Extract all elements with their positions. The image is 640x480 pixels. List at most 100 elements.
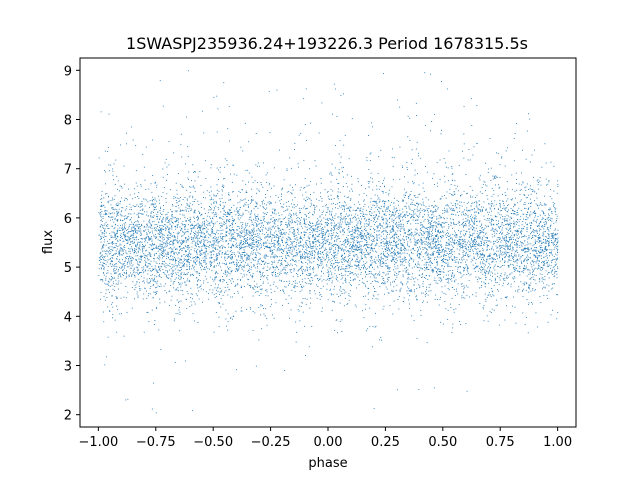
data-point xyxy=(374,217,376,218)
data-point xyxy=(315,241,317,243)
data-point xyxy=(269,251,271,252)
data-point xyxy=(292,256,294,258)
data-point xyxy=(129,235,131,237)
data-point xyxy=(521,242,523,244)
data-point xyxy=(268,242,270,244)
data-point xyxy=(250,211,252,213)
data-point xyxy=(444,195,445,196)
data-point xyxy=(105,289,107,291)
data-point xyxy=(105,236,107,237)
data-point xyxy=(352,190,353,192)
data-point xyxy=(264,242,266,244)
data-point xyxy=(414,241,416,243)
data-point xyxy=(452,173,454,174)
data-point xyxy=(341,331,343,332)
data-point xyxy=(504,280,506,281)
data-point xyxy=(125,198,127,199)
data-point xyxy=(306,196,308,198)
data-point xyxy=(516,268,517,269)
data-point xyxy=(254,219,256,221)
data-point xyxy=(229,262,231,264)
data-point xyxy=(432,254,434,256)
data-point xyxy=(451,207,453,209)
data-point xyxy=(286,209,288,211)
data-point xyxy=(160,245,162,247)
data-point xyxy=(556,220,557,221)
data-point xyxy=(100,212,102,213)
data-point xyxy=(339,230,341,232)
data-point xyxy=(542,279,544,280)
data-point xyxy=(532,303,533,305)
data-point xyxy=(385,243,387,245)
data-point xyxy=(149,252,151,254)
data-point xyxy=(207,212,209,214)
data-point xyxy=(296,239,298,241)
data-point xyxy=(376,230,378,232)
data-point xyxy=(395,262,397,264)
data-point xyxy=(140,185,142,187)
data-point xyxy=(204,228,206,230)
data-point xyxy=(448,239,449,241)
data-point xyxy=(218,284,220,286)
data-point xyxy=(533,254,535,256)
data-point xyxy=(459,259,460,261)
data-point xyxy=(225,252,227,254)
data-point xyxy=(283,179,285,181)
data-point xyxy=(429,275,431,277)
data-point xyxy=(112,257,114,259)
data-point xyxy=(282,242,283,243)
data-point xyxy=(175,182,177,184)
data-point xyxy=(464,224,465,226)
data-point xyxy=(166,237,168,239)
data-point xyxy=(440,247,442,248)
data-point xyxy=(527,197,529,199)
data-point xyxy=(260,243,261,245)
data-point xyxy=(447,319,449,320)
data-point xyxy=(239,209,241,211)
data-point xyxy=(265,256,267,258)
data-point xyxy=(292,232,294,234)
data-point xyxy=(532,212,534,214)
data-point xyxy=(131,241,133,243)
data-point xyxy=(343,231,345,233)
data-point xyxy=(308,213,309,214)
data-point xyxy=(452,209,454,211)
data-point xyxy=(368,291,370,293)
data-point xyxy=(342,228,344,230)
data-point xyxy=(326,211,328,213)
data-point xyxy=(432,271,434,273)
data-point xyxy=(360,236,362,238)
data-point xyxy=(253,237,254,238)
data-point xyxy=(514,222,516,224)
data-point xyxy=(182,247,184,249)
data-point xyxy=(199,213,200,214)
data-point xyxy=(312,235,314,237)
data-point xyxy=(298,233,300,235)
data-point xyxy=(470,216,471,217)
data-point xyxy=(159,274,161,275)
data-point xyxy=(414,231,416,233)
data-point xyxy=(145,262,147,263)
data-point xyxy=(473,253,474,255)
data-point xyxy=(384,256,386,258)
data-point xyxy=(481,211,483,212)
data-point xyxy=(390,242,392,244)
data-point xyxy=(461,295,463,297)
data-point xyxy=(241,252,243,254)
data-point xyxy=(491,262,493,263)
data-point xyxy=(424,243,426,245)
data-point xyxy=(485,184,487,186)
data-point xyxy=(467,159,469,161)
data-point xyxy=(193,266,195,268)
data-point xyxy=(177,235,179,237)
data-point xyxy=(480,253,482,255)
data-point xyxy=(307,236,309,238)
data-point xyxy=(109,246,111,248)
data-point xyxy=(382,271,384,273)
data-point xyxy=(114,286,116,287)
data-point xyxy=(496,233,498,235)
data-point xyxy=(387,267,389,269)
data-point xyxy=(240,245,242,247)
data-point xyxy=(141,257,142,259)
data-point xyxy=(361,235,363,237)
